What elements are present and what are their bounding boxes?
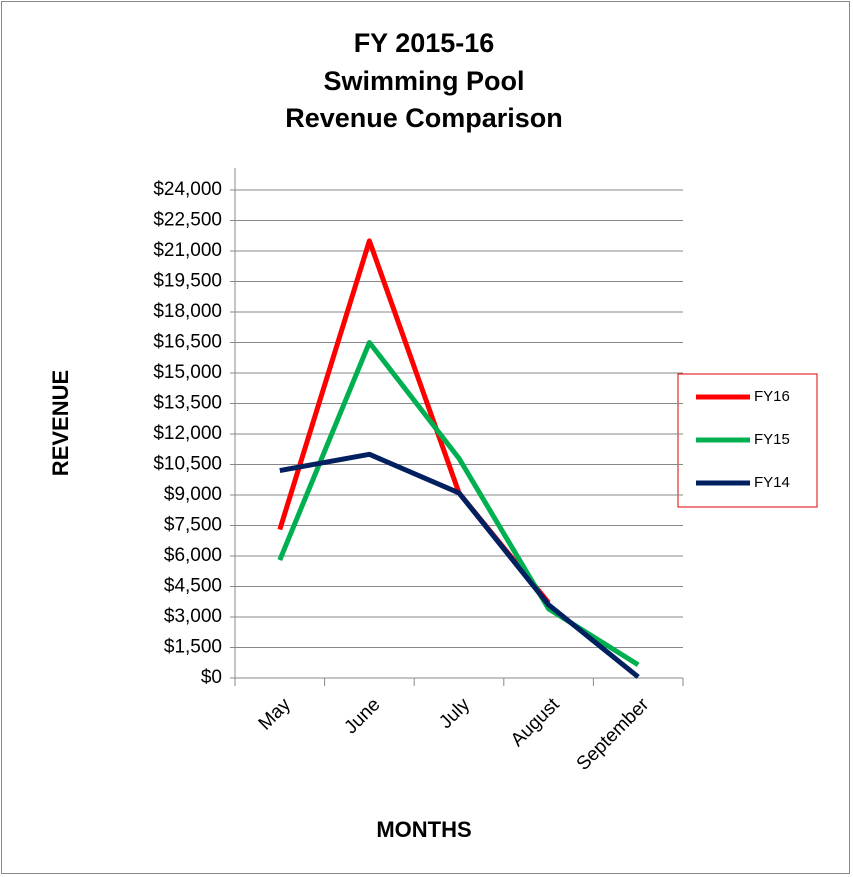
y-tick-label: $19,500 xyxy=(153,271,222,292)
legend-label: FY14 xyxy=(754,474,790,491)
y-tick-label: $24,000 xyxy=(153,179,222,200)
x-axis-title: MONTHS xyxy=(376,817,471,842)
y-tick-label: $1,500 xyxy=(164,637,222,658)
y-tick-label: $0 xyxy=(201,667,222,688)
series-line xyxy=(279,451,640,679)
chart-title: Revenue Comparison xyxy=(285,103,563,133)
y-tick-label: $21,000 xyxy=(153,240,222,261)
chart-title: FY 2015-16 xyxy=(354,28,495,58)
y-tick-label: $18,000 xyxy=(153,301,222,322)
y-tick-label: $22,500 xyxy=(153,210,222,231)
y-tick-label: $7,500 xyxy=(164,515,222,536)
chart-title: Swimming Pool xyxy=(323,66,524,96)
y-tick-label: $6,000 xyxy=(164,545,222,566)
y-tick-label: $15,000 xyxy=(153,362,222,383)
y-tick-label: $9,000 xyxy=(164,484,222,505)
y-tick-label: $12,000 xyxy=(153,423,222,444)
y-tick-label: $13,500 xyxy=(153,393,222,414)
y-tick-label: $10,500 xyxy=(153,454,222,475)
y-axis-title: REVENUE xyxy=(48,370,73,476)
y-tick-label: $3,000 xyxy=(164,606,222,627)
legend-label: FY15 xyxy=(754,431,790,448)
y-tick-label: $16,500 xyxy=(153,332,222,353)
legend-label: FY16 xyxy=(754,388,790,405)
y-tick-label: $4,500 xyxy=(164,576,222,597)
